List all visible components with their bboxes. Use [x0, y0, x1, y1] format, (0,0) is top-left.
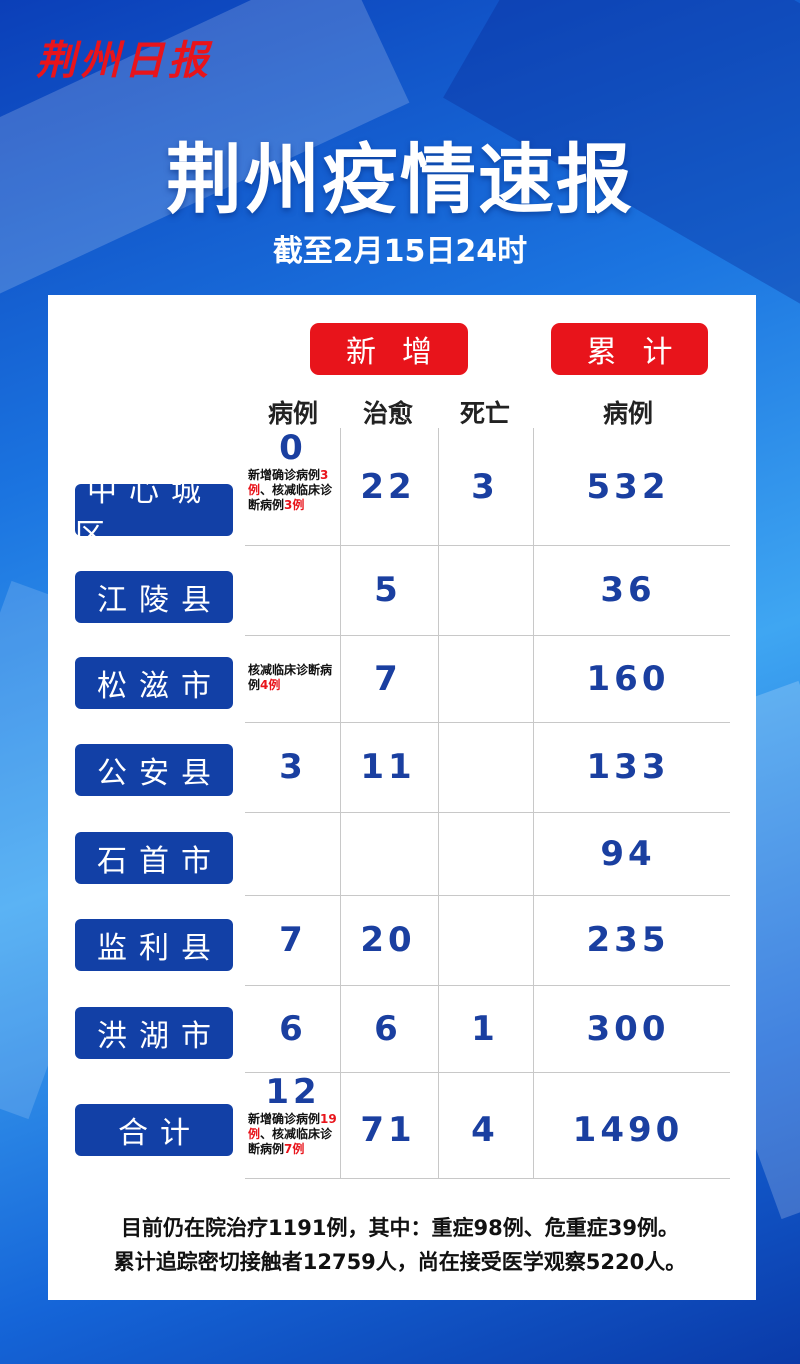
column-header: 病例	[267, 399, 319, 428]
deaths: 1	[471, 1008, 499, 1049]
region-label: 合计	[75, 1104, 233, 1156]
total: 160	[586, 658, 670, 699]
total: 94	[600, 833, 656, 874]
deaths: 3	[471, 466, 499, 507]
note-text: 4例	[260, 677, 281, 692]
note: 核减临床诊断病例4例	[248, 663, 338, 693]
new-cases: 0	[279, 428, 307, 468]
row-divider	[245, 545, 730, 546]
cured: 7	[374, 658, 402, 699]
region-label: 公安县	[75, 744, 233, 796]
total: 133	[586, 747, 670, 787]
masthead: 荆州日报	[36, 37, 212, 84]
row-divider	[245, 1178, 730, 1179]
region-label: 松滋市	[75, 657, 233, 709]
note-text: 3例	[284, 498, 305, 512]
row-divider	[245, 635, 730, 636]
note: 新增确诊病例3例、核减临床诊断病例3例	[248, 468, 338, 513]
column-header: 病例	[602, 399, 654, 428]
region-label: 监利县	[75, 919, 233, 971]
note-text: 新增确诊病例	[248, 1112, 321, 1126]
row-divider	[245, 895, 730, 896]
row-divider	[245, 722, 730, 723]
region-label: 洪湖市	[75, 1007, 233, 1059]
total: 36	[600, 570, 656, 610]
new-cases: 6	[279, 1008, 307, 1049]
note-text: 、核减临床诊断病例	[248, 1127, 333, 1156]
region-label: 石首市	[75, 832, 233, 884]
cured: 6	[374, 1008, 402, 1049]
subtitle: 截至2月15日24时	[272, 234, 528, 269]
cured: 11	[360, 747, 416, 787]
divider	[533, 428, 534, 1178]
region-label: 江陵县	[75, 571, 233, 623]
total: 1490	[572, 1110, 684, 1150]
note: 新增确诊病例19例、核减临床诊断病例7例	[248, 1112, 338, 1157]
footer-line: 目前仍在院治疗1191例，其中：重症98例、危重症39例。	[121, 1216, 679, 1240]
total: 235	[586, 920, 670, 960]
note-text: 3例	[248, 468, 329, 497]
group-header: 累计	[551, 323, 708, 375]
row-divider	[245, 812, 730, 813]
note-text: 7例	[284, 1142, 305, 1156]
cured: 20	[360, 920, 416, 960]
note-text: 新增确诊病例	[248, 468, 321, 482]
column-header: 死亡	[459, 399, 511, 428]
note-text: 、核减临床诊断病例	[248, 483, 333, 512]
divider	[340, 428, 341, 1178]
cured: 71	[360, 1110, 416, 1150]
divider	[438, 428, 439, 1178]
new-cases: 12	[265, 1072, 321, 1112]
cured: 5	[374, 570, 402, 610]
note-text: 19例	[248, 1112, 337, 1141]
new-cases: 7	[279, 920, 307, 960]
new-cases: 3	[279, 747, 307, 787]
footer-line: 累计追踪密切接触者12759人，尚在接受医学观察5220人。	[113, 1250, 687, 1274]
note-text: 核减临床诊断病例	[248, 662, 333, 692]
deaths: 4	[471, 1110, 499, 1150]
total: 300	[586, 1008, 670, 1049]
total: 532	[586, 466, 670, 507]
title: 荆州疫情速报	[166, 135, 634, 224]
cured: 22	[360, 466, 416, 507]
row-divider	[245, 985, 730, 986]
column-header: 治愈	[362, 399, 414, 428]
group-header: 新增	[310, 323, 468, 375]
region-label: 中心城区	[75, 474, 233, 553]
row-divider	[245, 1072, 730, 1073]
